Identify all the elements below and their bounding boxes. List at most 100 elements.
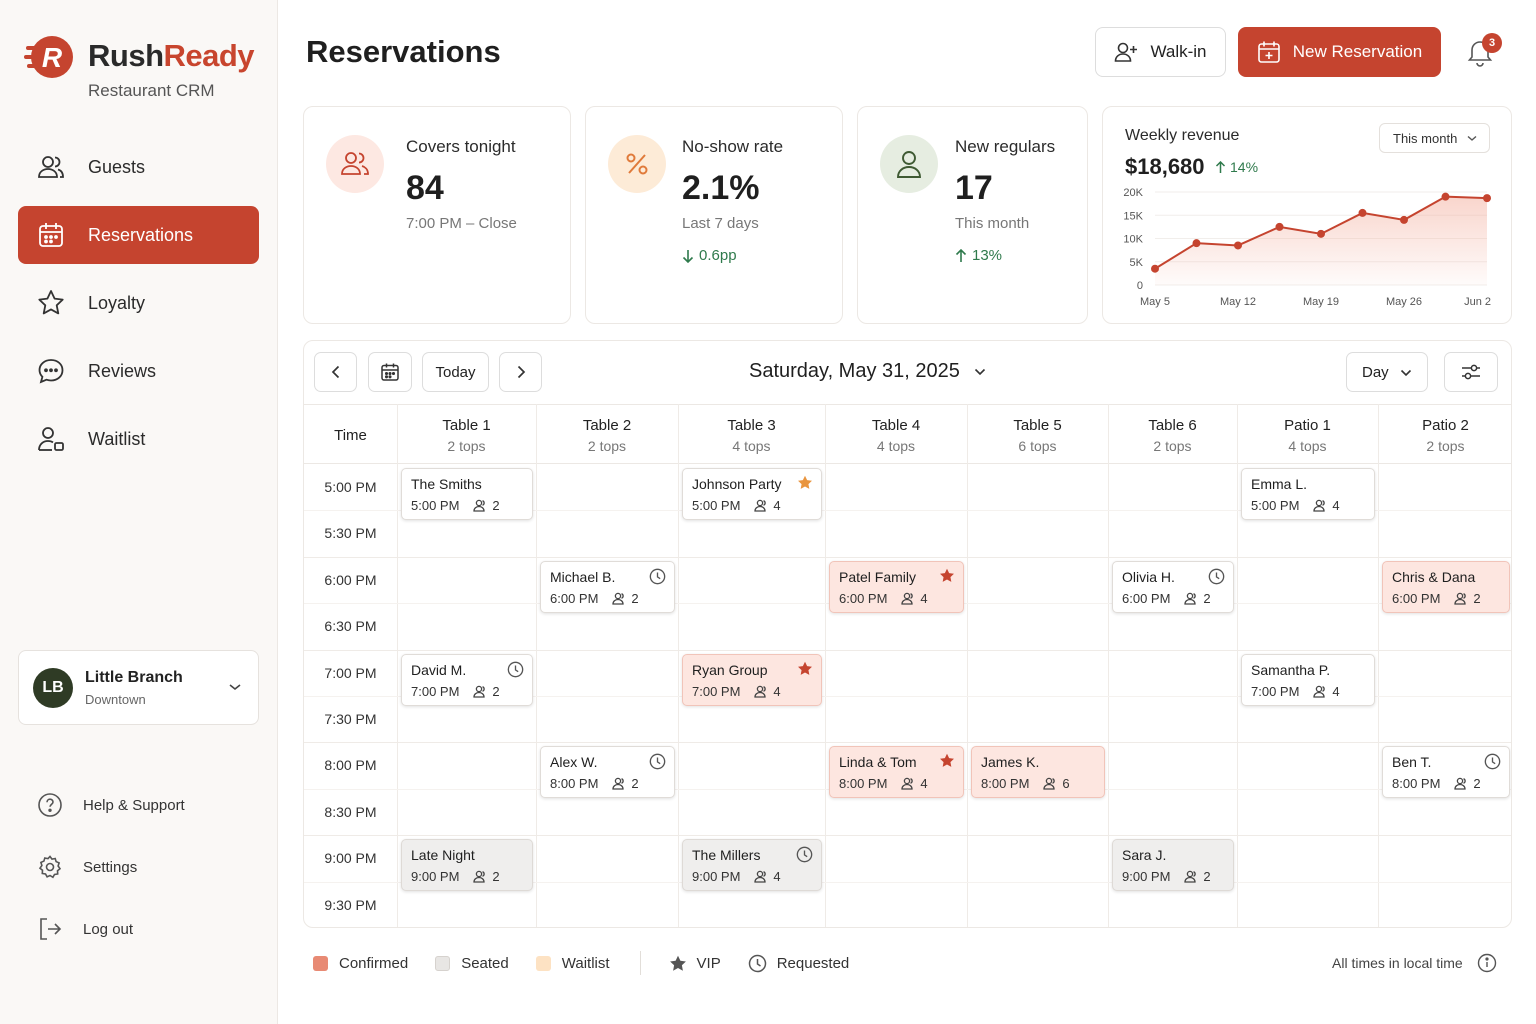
revenue-range-select[interactable]: This month xyxy=(1379,123,1490,153)
time-slot-label: 5:30 PM xyxy=(324,525,377,542)
party-size: 2 xyxy=(631,776,639,792)
time-slot-label: 7:30 PM xyxy=(324,711,377,727)
reservation-name: Patel Family xyxy=(839,568,917,585)
reservation-card[interactable]: Ben T. 8:00 PM 2 xyxy=(1382,746,1510,799)
reservation-time: 7:00 PM xyxy=(1251,683,1300,699)
reservation-card[interactable]: David M. 7:00 PM 2 xyxy=(401,653,533,706)
legend-waitlist: Waitlist xyxy=(535,955,610,972)
y-tick-label: 15K xyxy=(1123,210,1143,222)
reservation-meta: 7:00 PM 4 xyxy=(1251,684,1365,699)
grid-column-line xyxy=(1108,404,1109,927)
reservation-meta: 6:00 PM 4 xyxy=(839,591,954,606)
filter-button[interactable] xyxy=(1444,352,1498,392)
arrow-up-icon xyxy=(1215,160,1226,173)
nav-item-reviews[interactable]: Reviews xyxy=(18,342,259,400)
nav-item-waitlist[interactable]: Waitlist xyxy=(18,410,259,468)
reservation-card[interactable]: Emma L. 5:00 PM 4 xyxy=(1241,468,1375,520)
next-day-button[interactable] xyxy=(499,352,542,392)
party-size-icon xyxy=(1313,499,1327,512)
reservation-card[interactable]: Linda & Tom 8:00 PM 4 xyxy=(829,746,964,799)
brand-subtitle: Restaurant CRM xyxy=(88,81,215,100)
nav-label: Reservations xyxy=(88,224,194,245)
clock-icon xyxy=(649,753,666,775)
chevron-down-icon xyxy=(228,679,242,697)
kpi-value: 2.1% xyxy=(682,169,760,207)
reservation-card[interactable]: Late Night 9:00 PM 2 xyxy=(401,839,533,892)
legend-seated: Seated xyxy=(435,955,509,972)
users-icon xyxy=(326,135,384,193)
reservation-card[interactable]: The Smiths 5:00 PM 2 xyxy=(401,468,533,520)
reservation-card[interactable]: Michael B. 6:00 PM 2 xyxy=(540,560,675,613)
reservation-card[interactable]: Johnson Party 5:00 PM 4 xyxy=(682,468,822,520)
reservation-card[interactable]: The Millers 9:00 PM 4 xyxy=(682,839,822,892)
branch-location: Downtown xyxy=(85,691,146,707)
reservation-meta: 7:00 PM 2 xyxy=(411,684,523,699)
vip-star-icon xyxy=(797,475,813,495)
new-reservation-button[interactable]: New Reservation xyxy=(1238,27,1441,77)
party-size: 2 xyxy=(1473,590,1481,606)
nav-item-reservations[interactable]: Reservations xyxy=(18,206,259,264)
reservation-time: 6:00 PM xyxy=(839,590,888,606)
brand[interactable]: R RushReady Restaurant CRM xyxy=(24,34,255,101)
column-name: Table 4 xyxy=(871,417,921,434)
y-tick-label: 5K xyxy=(1130,257,1144,269)
prev-day-button[interactable] xyxy=(314,352,357,392)
clock-icon xyxy=(796,846,813,868)
reservation-time: 9:00 PM xyxy=(692,869,741,885)
reservation-name: Linda & Tom xyxy=(839,754,917,771)
column-header: Table 4 4 tops xyxy=(825,405,967,465)
branch-switcher[interactable]: LB Little Branch Downtown xyxy=(18,650,259,725)
party-size-icon xyxy=(901,777,915,791)
sidebar: R RushReady Restaurant CRM Guests Reserv… xyxy=(0,0,278,1024)
walk-in-button[interactable]: Walk-in xyxy=(1095,27,1226,77)
calendar-date-select[interactable]: Saturday, May 31, 2025 xyxy=(749,360,986,383)
reservation-meta: 5:00 PM 4 xyxy=(1251,498,1365,513)
party-size-icon xyxy=(754,499,768,512)
party-size-icon xyxy=(754,685,768,698)
reservation-name: Sara J. xyxy=(1122,847,1167,864)
chart-data-point xyxy=(1483,194,1491,203)
party-size-icon xyxy=(1043,777,1057,791)
person-queue-icon xyxy=(36,424,66,454)
column-name: Patio 1 xyxy=(1284,417,1331,434)
x-tick-label: May 12 xyxy=(1220,296,1256,308)
party-size: 2 xyxy=(1203,869,1211,885)
grid-column-line xyxy=(1237,404,1238,927)
date-picker-button[interactable] xyxy=(368,352,412,392)
column-name: Table 1 xyxy=(442,417,491,434)
reservation-card[interactable]: Ryan Group 7:00 PM 4 xyxy=(682,653,822,706)
kpi-label: New regulars xyxy=(955,137,1056,156)
party-size-icon xyxy=(1184,592,1198,605)
nav-item-guests[interactable]: Guests xyxy=(18,138,259,196)
arrow-down-icon xyxy=(682,249,694,263)
grid-row-line xyxy=(304,742,1511,744)
reservation-name: Michael B. xyxy=(550,568,616,585)
time-slot-label: 6:00 PM xyxy=(324,571,377,588)
percent-icon xyxy=(608,135,666,193)
reservation-card[interactable]: Chris & Dana 6:00 PM 2 xyxy=(1382,560,1510,613)
clock-icon xyxy=(649,568,666,590)
info-icon[interactable] xyxy=(1477,953,1497,973)
today-button[interactable]: Today xyxy=(422,352,489,392)
reservation-card[interactable]: Sara J. 9:00 PM 2 xyxy=(1112,839,1234,892)
help-support-link[interactable]: Help & Support xyxy=(36,774,185,836)
party-size: 2 xyxy=(1473,776,1481,792)
logout-link[interactable]: Log out xyxy=(36,898,185,960)
reservation-card[interactable]: Alex W. 8:00 PM 2 xyxy=(540,746,675,799)
reservation-card[interactable]: Olivia H. 6:00 PM 2 xyxy=(1112,560,1234,613)
grid-column-line xyxy=(967,404,968,927)
view-select[interactable]: Day xyxy=(1346,352,1428,392)
seated-swatch xyxy=(435,955,451,971)
reservation-card[interactable]: Samantha P. 7:00 PM 4 xyxy=(1241,653,1375,706)
chevron-right-icon xyxy=(517,365,525,379)
nav-item-loyalty[interactable]: Loyalty xyxy=(18,274,259,332)
chart-area xyxy=(1155,196,1487,285)
grid-row-line xyxy=(304,510,1511,512)
column-header: Patio 2 2 tops xyxy=(1378,405,1511,465)
party-size-icon xyxy=(901,592,915,605)
revenue-value: $18,680 xyxy=(1125,154,1205,179)
settings-link[interactable]: Settings xyxy=(36,836,185,898)
kpi-delta: 0.6pp xyxy=(682,247,737,264)
reservation-card[interactable]: Patel Family 6:00 PM 4 xyxy=(829,560,964,613)
reservation-card[interactable]: James K. 8:00 PM 6 xyxy=(971,746,1105,799)
